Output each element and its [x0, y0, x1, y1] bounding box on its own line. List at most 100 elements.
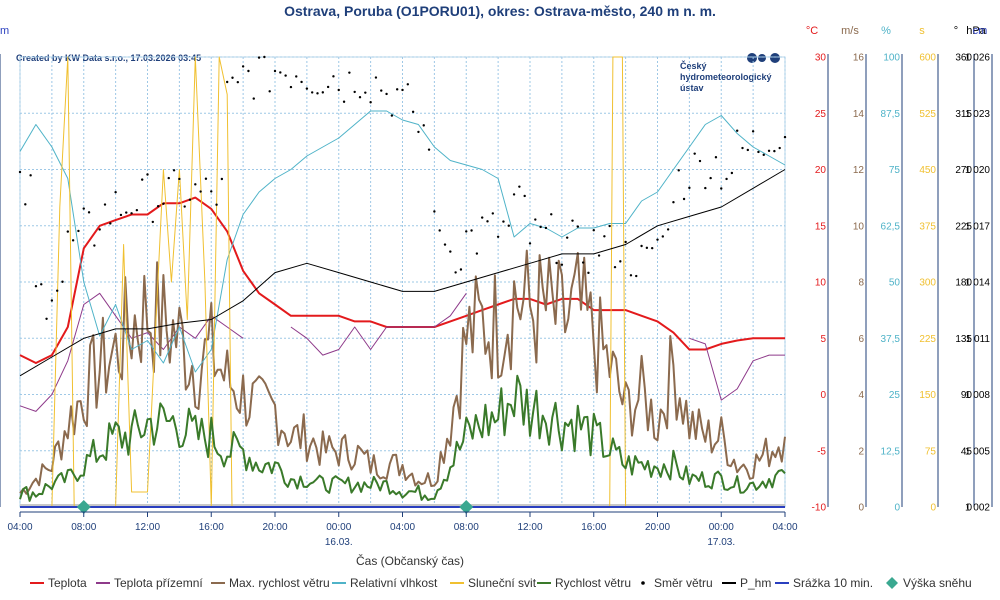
- wind-direction-point: [650, 246, 654, 250]
- wind-direction-point: [560, 263, 564, 266]
- wind-direction-point: [162, 202, 165, 205]
- axis-tick-sun: 225: [919, 334, 936, 345]
- wind-direction-point: [417, 130, 420, 134]
- axis-tick-hum: 87,5: [881, 109, 901, 120]
- wind-direction-point: [188, 198, 192, 201]
- axis-tick-dir: 180: [955, 278, 972, 289]
- wind-direction-point: [146, 173, 149, 176]
- wind-direction-point: [29, 174, 32, 177]
- wind-direction-point: [406, 83, 410, 86]
- axis-tick-temp: 15: [815, 221, 827, 232]
- wind-direction-point: [459, 268, 463, 271]
- axis-tick-dir: 90: [961, 390, 973, 401]
- axis-tick-wind: 4: [858, 390, 864, 401]
- wind-direction-point: [757, 150, 760, 154]
- legend-label: Teplota: [48, 576, 87, 590]
- axis-unit-rain: mm: [0, 25, 9, 37]
- wind-direction-point: [103, 203, 107, 206]
- wind-direction-point: [565, 236, 569, 239]
- chart-credit: Created by KW Data s.r.o., 17.03.2026 03…: [16, 53, 201, 63]
- wind-direction-point: [507, 224, 510, 227]
- wind-direction-point: [295, 75, 298, 78]
- wind-direction-point: [119, 213, 123, 217]
- wind-direction-point: [666, 228, 670, 231]
- wind-direction-point: [534, 218, 537, 221]
- axis-unit-press: hPa: [966, 25, 986, 37]
- axis-tick-hum: 50: [889, 278, 901, 289]
- axis-tick-sun: 450: [919, 165, 936, 176]
- axis-tick-sun: 75: [925, 446, 937, 457]
- wind-direction-point: [87, 211, 91, 214]
- wind-direction-point: [358, 96, 362, 99]
- time-axis: 04:00 08:00 12:00 16:00 20:00 00:00 04:00 08:00…: [7, 511, 798, 548]
- legend-label: Max. rychlost větru: [229, 576, 330, 590]
- legend-label: Sluneční svit: [468, 576, 537, 590]
- legend-label: Výška sněhu: [903, 576, 972, 590]
- axis-tick-dir: 315: [955, 109, 972, 120]
- wind-direction-point: [225, 80, 229, 84]
- wind-direction-point: [353, 90, 356, 94]
- axis-unit-dir: °: [954, 25, 958, 37]
- wind-direction-point: [210, 190, 213, 193]
- axis-tick-hum: 25: [889, 390, 901, 401]
- x-tick-label: 04:00: [390, 522, 415, 533]
- legend-label: Rychlost větru: [555, 576, 631, 590]
- wind-direction-point: [156, 205, 160, 208]
- wind-direction-point: [390, 114, 394, 117]
- wind-direction-point: [496, 235, 500, 238]
- axis-tick-sun: 525: [919, 109, 936, 120]
- wind-direction-point: [61, 280, 64, 283]
- wind-direction-point: [279, 71, 282, 74]
- wind-direction-point: [512, 193, 516, 196]
- wind-direction-point: [310, 91, 314, 94]
- wind-direction-point: [672, 201, 675, 204]
- x-date-label: 17.03.: [707, 537, 735, 548]
- chart-title: Ostrava, Poruba (O1PORU01), okres: Ostra…: [284, 3, 716, 19]
- wind-direction-point: [151, 220, 155, 224]
- wind-direction-point: [172, 169, 176, 172]
- axis-tick-wind: 16: [853, 53, 865, 64]
- wind-direction-point: [348, 71, 351, 74]
- wind-direction-point: [709, 176, 712, 180]
- series-slunecn-svit: [20, 56, 785, 508]
- series-relativn-vlhkost: [19, 110, 786, 373]
- wind-direction-point: [523, 194, 526, 198]
- wind-direction-point: [544, 226, 548, 230]
- wind-direction-point: [18, 170, 22, 174]
- wind-direction-point: [767, 149, 771, 153]
- wind-direction-point: [587, 271, 590, 275]
- wind-direction-point: [369, 101, 372, 104]
- axis-unit-temp: °C: [806, 25, 818, 37]
- wind-direction-point: [762, 153, 765, 157]
- wind-direction-point: [130, 212, 133, 215]
- axis-tick-temp: -10: [812, 503, 827, 514]
- wind-direction-point: [236, 80, 240, 84]
- axis-tick-press: 1 017: [965, 221, 990, 232]
- axis-tick-dir: 360: [955, 53, 972, 64]
- legend: Teplota Teplota přízemní Max. rychlost vět…: [30, 576, 972, 590]
- wind-direction-point: [194, 183, 197, 186]
- wind-direction-point: [284, 74, 287, 77]
- wind-direction-point: [55, 289, 59, 292]
- series-max-rychlost-v-tru: [19, 249, 786, 495]
- wind-direction-point: [550, 213, 553, 216]
- axis-tick-hum: 0: [894, 503, 900, 514]
- wind-direction-point: [337, 88, 340, 92]
- axis-tick-temp: 0: [820, 390, 826, 401]
- axis-tick-press: 1 020: [965, 165, 990, 176]
- wind-direction-point: [629, 274, 633, 277]
- wind-direction-point: [720, 187, 723, 190]
- axis-tick-dir: 45: [961, 446, 973, 457]
- wind-direction-point: [640, 244, 643, 248]
- x-tick-label: 08:00: [454, 522, 479, 533]
- wind-direction-point: [581, 261, 585, 264]
- wind-direction-point: [698, 159, 702, 163]
- wind-direction-point: [252, 97, 255, 100]
- axis-unit-wind: m/s: [841, 25, 859, 37]
- axis-tick-press: 1 026: [965, 53, 990, 64]
- wind-direction-point: [735, 129, 739, 132]
- wind-direction-point: [135, 208, 139, 212]
- wind-direction-point: [730, 171, 734, 175]
- wind-direction-point: [438, 229, 441, 232]
